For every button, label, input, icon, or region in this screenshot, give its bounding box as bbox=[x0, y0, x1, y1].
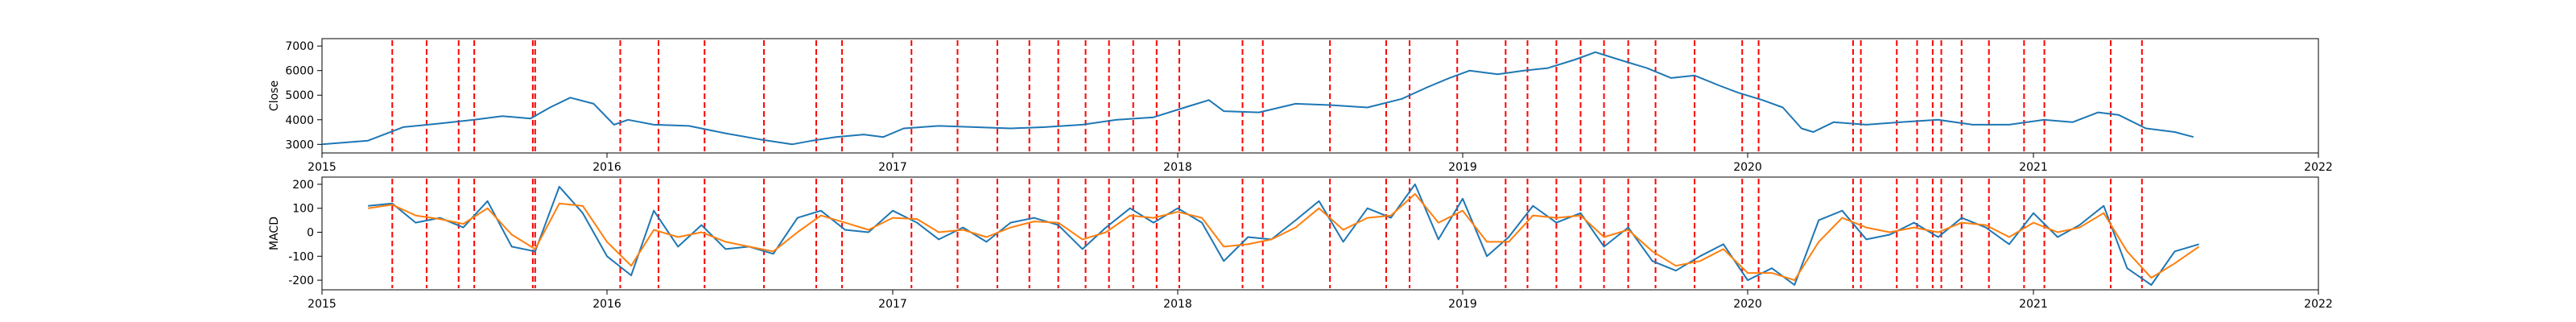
close-x-tick-label-1: 2016 bbox=[592, 161, 621, 174]
close-series-line-0 bbox=[321, 51, 2194, 146]
macd-panel: 2015 2016 2017 2018 2019 2020 2021 2022 -200 -100… bbox=[268, 176, 2333, 311]
macd-x-tick-label-6: 2021 bbox=[2019, 298, 2048, 311]
close-y-tick-label-1: 4000 bbox=[285, 114, 314, 127]
close-y-tick-label-0: 3000 bbox=[285, 138, 314, 151]
macd-y-tick-label-3: 100 bbox=[292, 203, 314, 216]
macd-x-tick-label-3: 2018 bbox=[1163, 298, 1192, 311]
macd-series-line-1 bbox=[368, 192, 2200, 282]
close-y-axis-label: Close bbox=[268, 80, 281, 111]
macd-y-tick-label-2: 0 bbox=[307, 227, 314, 240]
close-price-panel: 2015 2016 2017 2018 2019 2020 2021 2022 3000 4000… bbox=[268, 38, 2333, 174]
close-x-tick-label-0: 2015 bbox=[308, 161, 336, 174]
close-x-tick-label-2: 2017 bbox=[878, 161, 907, 174]
close-x-tick-label-4: 2019 bbox=[1448, 161, 1477, 174]
macd-x-tick-label-4: 2019 bbox=[1448, 298, 1477, 311]
macd-y-tick-label-0: -200 bbox=[288, 275, 314, 287]
macd-y-axis-label: MACD bbox=[268, 217, 281, 250]
close-x-tick-label-3: 2018 bbox=[1163, 161, 1192, 174]
macd-y-tick-label-1: -100 bbox=[288, 250, 314, 263]
close-x-tick-label-6: 2021 bbox=[2019, 161, 2048, 174]
macd-x-tick-label-5: 2020 bbox=[1733, 298, 1762, 311]
macd-series-line-0 bbox=[368, 183, 2199, 286]
macd-y-tick-label-4: 200 bbox=[292, 179, 314, 192]
macd-x-tick-label-2: 2017 bbox=[878, 298, 907, 311]
close-x-tick-label-7: 2022 bbox=[2304, 161, 2333, 174]
close-y-tick-label-3: 6000 bbox=[285, 65, 314, 78]
close-x-tick-label-5: 2020 bbox=[1733, 161, 1762, 174]
close-axes-frame bbox=[321, 38, 2319, 154]
close-y-tick-label-4: 7000 bbox=[285, 40, 314, 53]
macd-x-tick-label-7: 2022 bbox=[2304, 298, 2333, 311]
macd-x-tick-label-1: 2016 bbox=[592, 298, 621, 311]
macd-axes-frame bbox=[321, 176, 2319, 291]
macd-x-tick-label-0: 2015 bbox=[308, 298, 336, 311]
close-y-tick-label-2: 5000 bbox=[285, 89, 314, 102]
